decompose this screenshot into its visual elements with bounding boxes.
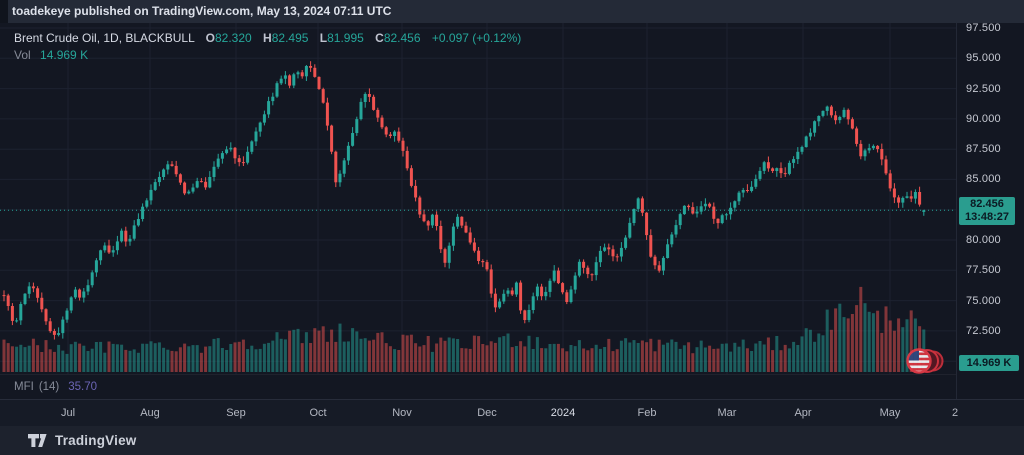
price-tick: 87.500 bbox=[966, 143, 1001, 156]
volume-legend-row[interactable]: Vol 14.969 K bbox=[14, 47, 521, 64]
symbol-legend-row[interactable]: Brent Crude Oil, 1D, BLACKBULL O82.320 H… bbox=[14, 30, 521, 47]
symbol-title[interactable]: Brent Crude Oil, 1D, BLACKBULL bbox=[14, 31, 195, 45]
high-value: 82.495 bbox=[271, 31, 309, 45]
time-axis[interactable]: Jul Aug Sep Oct Nov Dec 2024 Feb Mar Apr May 2 bbox=[0, 399, 1024, 426]
price-tick: 75.000 bbox=[966, 294, 1001, 307]
price-tick: 97.500 bbox=[966, 22, 1001, 34]
mfi-value: 35.70 bbox=[68, 381, 98, 393]
change-value: +0.097 (+0.12%) bbox=[431, 31, 522, 45]
volume-value: 14.969 K bbox=[40, 48, 89, 62]
time-tick: Apr bbox=[794, 407, 812, 419]
chart-pane[interactable]: Brent Crude Oil, 1D, BLACKBULL O82.320 H… bbox=[0, 22, 1024, 399]
time-tick: Sep bbox=[226, 407, 246, 419]
footer-bar: TradingView bbox=[0, 426, 1024, 455]
current-volume-label: 14.969 K bbox=[959, 355, 1019, 371]
low-label: L bbox=[319, 31, 328, 45]
price-axis[interactable]: 97.500 95.000 92.500 90.000 87.500 85.000 80.0… bbox=[956, 22, 1024, 399]
open-value: 82.320 bbox=[215, 31, 252, 45]
time-tick: May bbox=[879, 407, 901, 419]
instrument-logo-icon bbox=[906, 348, 944, 374]
open-label: O bbox=[205, 31, 215, 45]
mfi-name[interactable]: MFI bbox=[14, 381, 34, 393]
published-strip: toadekeye published on TradingView.com, … bbox=[0, 0, 1024, 23]
time-tick: Oct bbox=[309, 407, 327, 419]
time-tick: Mar bbox=[717, 407, 737, 419]
price-tick: 90.000 bbox=[966, 112, 1001, 125]
volume-label: Vol bbox=[14, 48, 31, 62]
time-tick: Aug bbox=[140, 407, 160, 419]
price-tick: 72.500 bbox=[966, 324, 1001, 337]
time-tick: Feb bbox=[637, 407, 657, 419]
tradingview-logo-icon bbox=[28, 433, 47, 447]
close-value: 82.456 bbox=[383, 31, 421, 45]
current-price-value: 82.456 bbox=[970, 198, 1004, 210]
chart-legend: Brent Crude Oil, 1D, BLACKBULL O82.320 H… bbox=[14, 30, 521, 64]
brand-text: TradingView bbox=[55, 433, 137, 448]
high-label: H bbox=[263, 31, 272, 45]
strip-edge bbox=[0, 0, 8, 23]
low-value: 81.995 bbox=[327, 31, 364, 45]
tradingview-brand-link[interactable]: TradingView bbox=[28, 426, 136, 455]
time-tick: 2024 bbox=[550, 407, 576, 419]
time-tick: Nov bbox=[392, 407, 412, 419]
candlestick-plot[interactable] bbox=[0, 23, 956, 399]
indicator-row-mfi[interactable]: MFI (14) 35.70 bbox=[0, 374, 956, 399]
price-tick: 92.500 bbox=[966, 82, 1001, 95]
mfi-params: (14) bbox=[38, 381, 60, 393]
price-tick: 85.000 bbox=[966, 173, 1001, 186]
time-tick: Jul bbox=[60, 407, 76, 419]
countdown-timer: 13:48:27 bbox=[964, 211, 1010, 223]
price-tick: 80.000 bbox=[966, 234, 1001, 246]
close-label: C bbox=[375, 31, 384, 45]
price-tick: 77.500 bbox=[966, 264, 1001, 277]
price-tick: 95.000 bbox=[966, 52, 1001, 65]
published-line: toadekeye published on TradingView.com, … bbox=[12, 4, 392, 18]
time-tick: Dec bbox=[477, 407, 497, 419]
time-tick: 2 bbox=[951, 407, 959, 419]
current-price-label: 82.456 13:48:27 bbox=[959, 197, 1015, 225]
